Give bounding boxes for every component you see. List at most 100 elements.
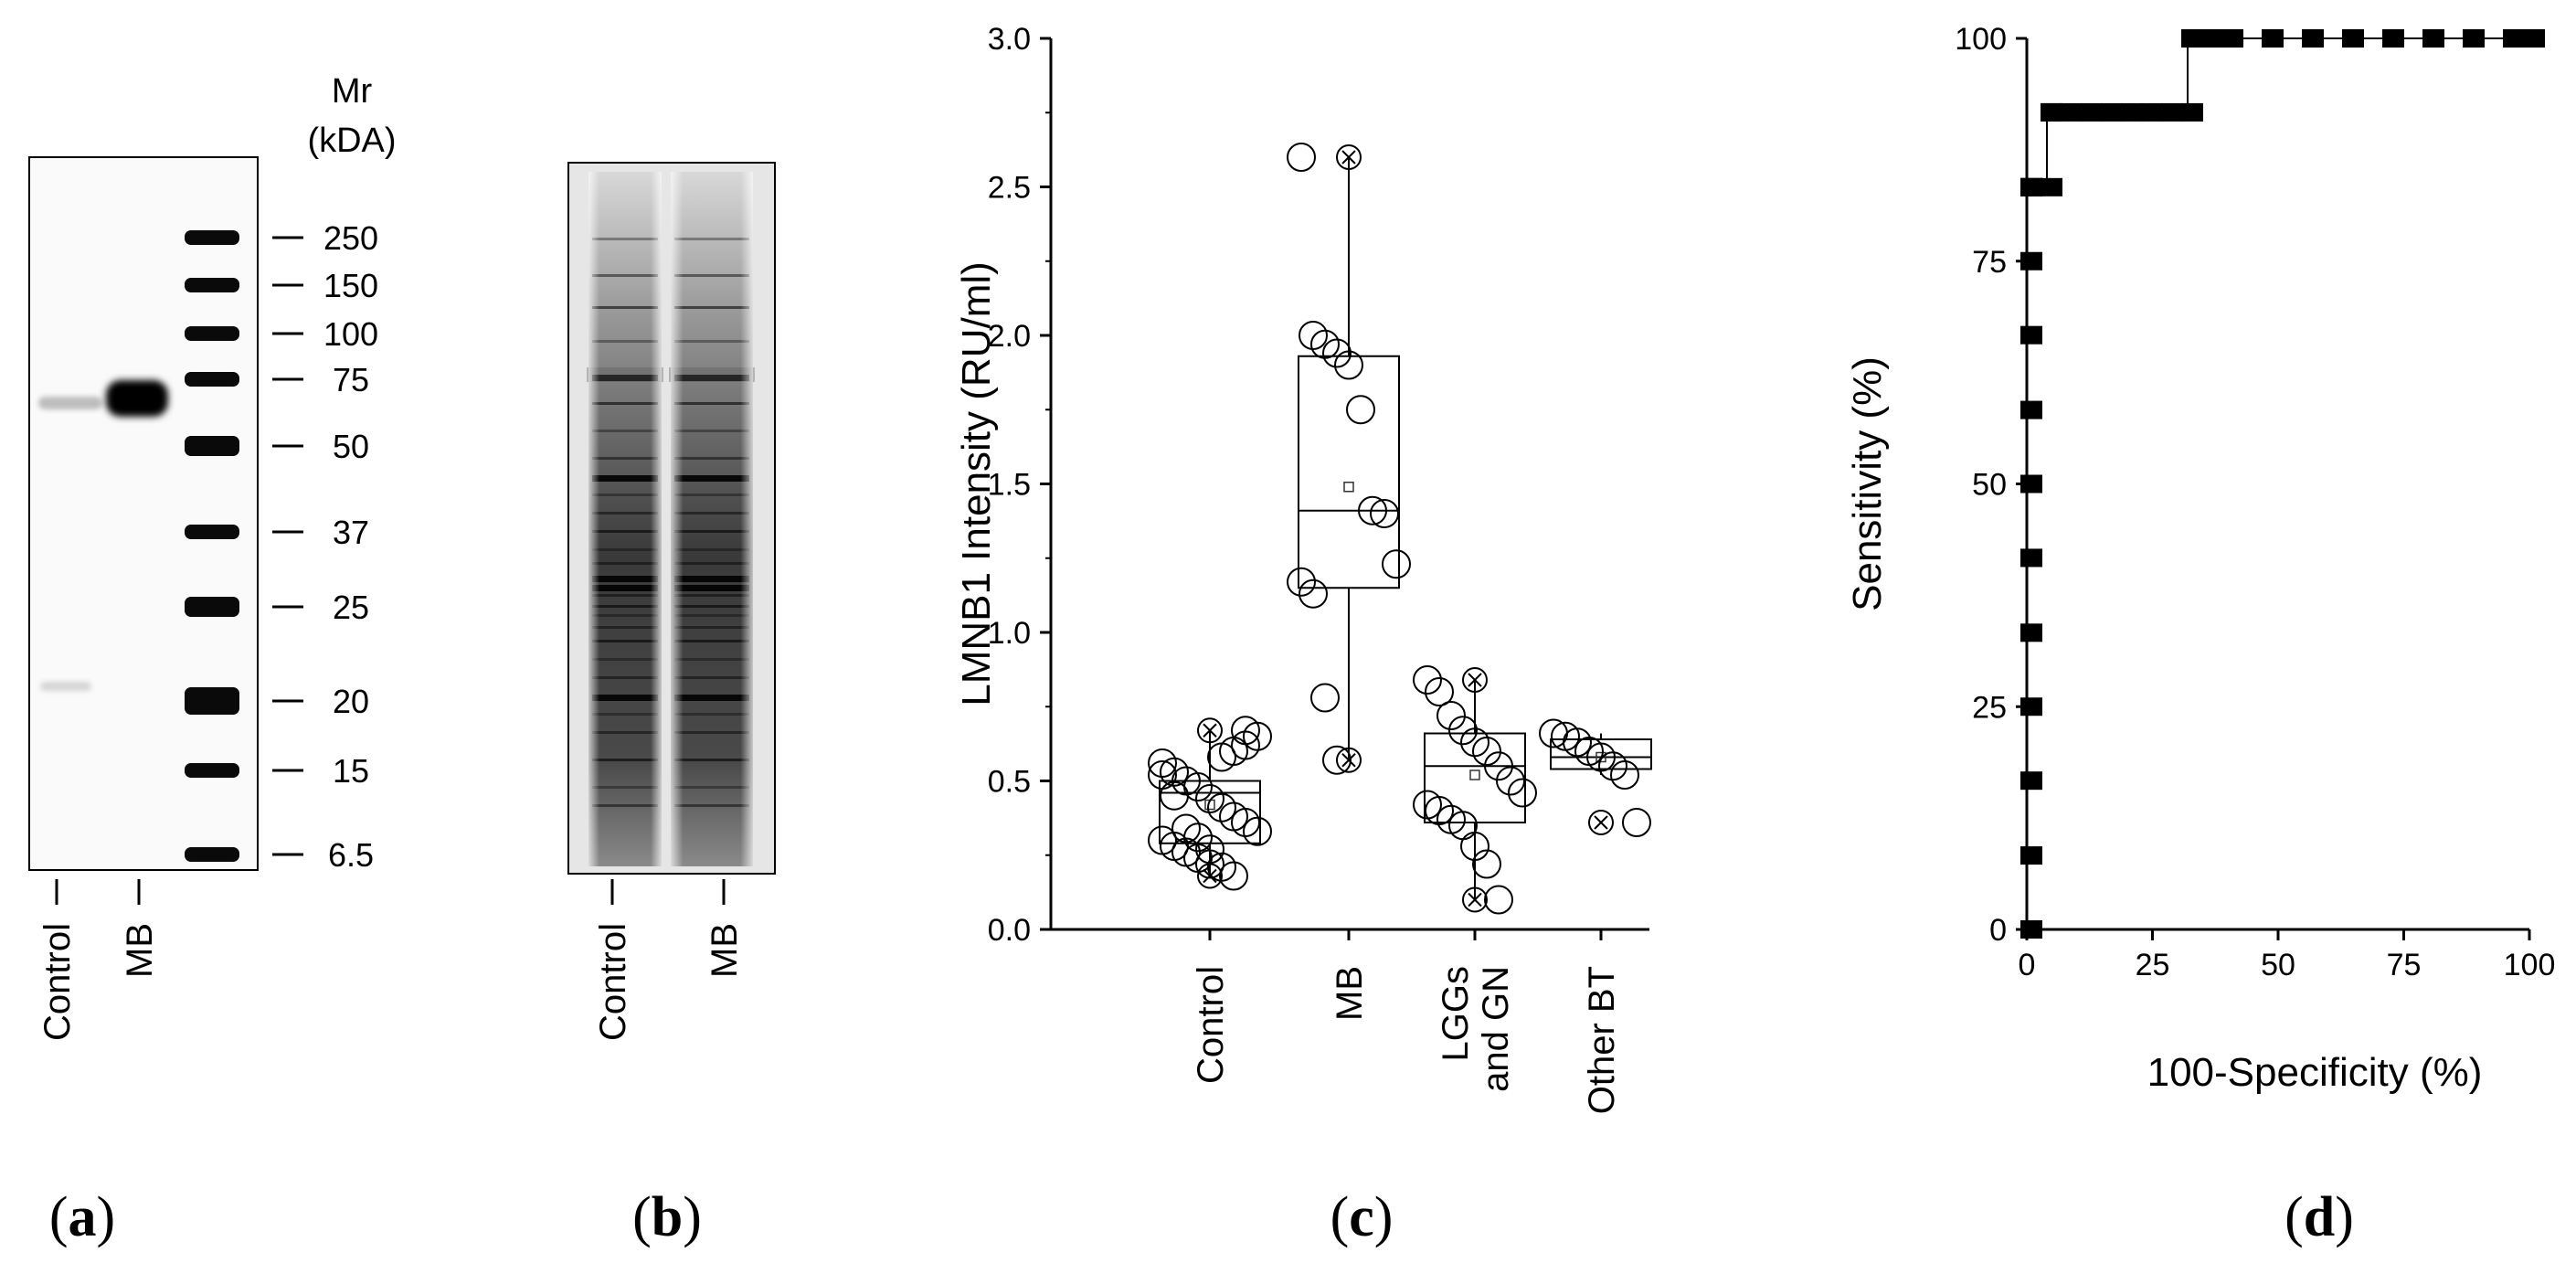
y-tick-label: 2.5 xyxy=(988,171,1031,206)
marker-label: 75 xyxy=(333,361,369,398)
data-point xyxy=(1171,813,1201,844)
mean-marker xyxy=(1343,482,1354,493)
roc-y-tick-label: 100 xyxy=(1955,22,2007,57)
ladder-band xyxy=(185,525,239,539)
data-point xyxy=(1299,321,1328,350)
roc-point xyxy=(2201,29,2223,48)
y-tick-label: 1.0 xyxy=(988,616,1031,651)
data-point xyxy=(1310,683,1340,713)
data-point xyxy=(1310,329,1340,359)
roc-point xyxy=(2020,846,2042,865)
box xyxy=(1298,355,1400,589)
roc-point xyxy=(2181,102,2203,122)
gel-lane-mb-edge xyxy=(671,172,753,866)
marker-label: 250 xyxy=(323,219,378,257)
roc-point xyxy=(2020,771,2042,791)
roc-point xyxy=(2041,102,2062,122)
data-point xyxy=(1231,808,1260,837)
control-band-20kda xyxy=(40,682,91,691)
roc-point xyxy=(2020,325,2042,345)
data-point xyxy=(1195,834,1224,865)
stained-gel-figure: Control MB (b) xyxy=(567,162,776,1248)
western-blot-figure: Mr (kDA) 250 150 100 75 50 37 25 20 15 6.5 Contro… xyxy=(28,72,397,1248)
outlier-cross xyxy=(1468,673,1482,687)
panel-c: (c) 0.0 0.5 1.0 1.5 2.0 2.5 3.0 LMNB1 Intensity… xyxy=(914,0,1691,1263)
ladder-band xyxy=(185,597,239,617)
data-point xyxy=(1484,751,1513,781)
data-point xyxy=(1219,861,1248,891)
roc-point xyxy=(2463,29,2485,48)
outlier-cross xyxy=(1341,753,1356,768)
data-point xyxy=(1413,665,1442,695)
data-point xyxy=(1322,338,1352,368)
y-tick-label: 0.0 xyxy=(988,913,1031,948)
data-point xyxy=(1207,852,1236,882)
panel-label-d: (d) xyxy=(2284,1186,2354,1248)
mean-marker xyxy=(1469,769,1480,780)
roc-point xyxy=(2020,697,2042,716)
lane-label-control: Control xyxy=(37,923,78,1041)
data-point xyxy=(1448,716,1478,746)
marker-label: 25 xyxy=(333,589,369,626)
roc-point xyxy=(2020,548,2042,568)
data-point xyxy=(1358,495,1387,525)
data-point xyxy=(1472,849,1501,879)
data-point xyxy=(1334,350,1363,380)
y-tick-label: 2.0 xyxy=(988,319,1031,354)
outlier-marker xyxy=(1336,747,1362,773)
ladder-band xyxy=(185,436,239,456)
roc-point xyxy=(2101,102,2123,122)
roc-x-tick-label: 50 xyxy=(2261,948,2295,982)
marker-labels: 250 150 100 75 50 37 25 20 15 6.5 xyxy=(323,219,378,874)
marker-label: 20 xyxy=(333,683,369,720)
roc-x-tick-label: 100 xyxy=(2504,948,2556,982)
data-point xyxy=(1382,549,1411,579)
roc-point xyxy=(2121,102,2143,122)
panel-a: Mr (kDA) 250 150 100 75 50 37 25 20 15 6.5 Contro… xyxy=(0,0,429,1263)
outlier-marker xyxy=(1197,717,1223,744)
y-axis-label: LMNB1 Intensity (RU/ml) xyxy=(954,261,999,706)
data-point xyxy=(1436,701,1466,730)
data-point xyxy=(1160,780,1189,811)
mw-header-line2: (kDA) xyxy=(307,122,396,160)
ladder-band xyxy=(185,230,239,245)
roc-point xyxy=(2020,177,2042,196)
panel-d: (d) 0 25 50 75 100 0 25 50 75 100 100-Specificity … xyxy=(1782,0,2576,1263)
roc-point xyxy=(2020,920,2042,939)
y-tick-label: 3.0 xyxy=(988,22,1031,57)
roc-y-tick-label: 25 xyxy=(1972,690,2007,725)
data-point xyxy=(1460,727,1489,758)
ladder-band xyxy=(185,687,239,715)
outlier-cross xyxy=(1341,150,1356,165)
data-point xyxy=(1508,778,1537,808)
gel-lane-label-control: Control xyxy=(593,923,633,1041)
roc-y-tick-label: 50 xyxy=(1972,468,2007,503)
marker-tick-marks xyxy=(272,236,303,856)
roc-x-axis-label: 100-Specificity (%) xyxy=(2147,1050,2483,1095)
roc-y-tick-label: 75 xyxy=(1972,245,2007,280)
lane-label-mb: MB xyxy=(120,923,160,978)
box xyxy=(1424,732,1526,823)
x-category-label: Control xyxy=(1191,966,1231,1084)
ladder-band xyxy=(185,763,239,778)
outlier-marker xyxy=(1588,810,1614,835)
data-point xyxy=(1460,832,1489,861)
roc-x-tick-label: 25 xyxy=(2136,948,2170,982)
roc-point xyxy=(2061,102,2083,122)
roc-point xyxy=(2262,29,2284,48)
data-point xyxy=(1183,823,1213,853)
roc-point xyxy=(2342,29,2364,48)
mean-marker xyxy=(1595,751,1606,763)
x-category-label: Other BT xyxy=(1582,966,1622,1114)
data-point xyxy=(1287,143,1316,172)
outlier-cross xyxy=(1594,815,1608,830)
roc-y-axis-label: Sensitivity (%) xyxy=(1845,356,1890,611)
gel-lane-control-edge xyxy=(588,172,662,866)
data-point xyxy=(1370,499,1399,528)
marker-label: 37 xyxy=(333,514,369,551)
data-point xyxy=(1472,737,1501,766)
protein-ladder xyxy=(185,230,239,862)
marker-label: 100 xyxy=(323,315,378,353)
box xyxy=(1550,738,1652,770)
control-band-70kda xyxy=(38,397,102,409)
